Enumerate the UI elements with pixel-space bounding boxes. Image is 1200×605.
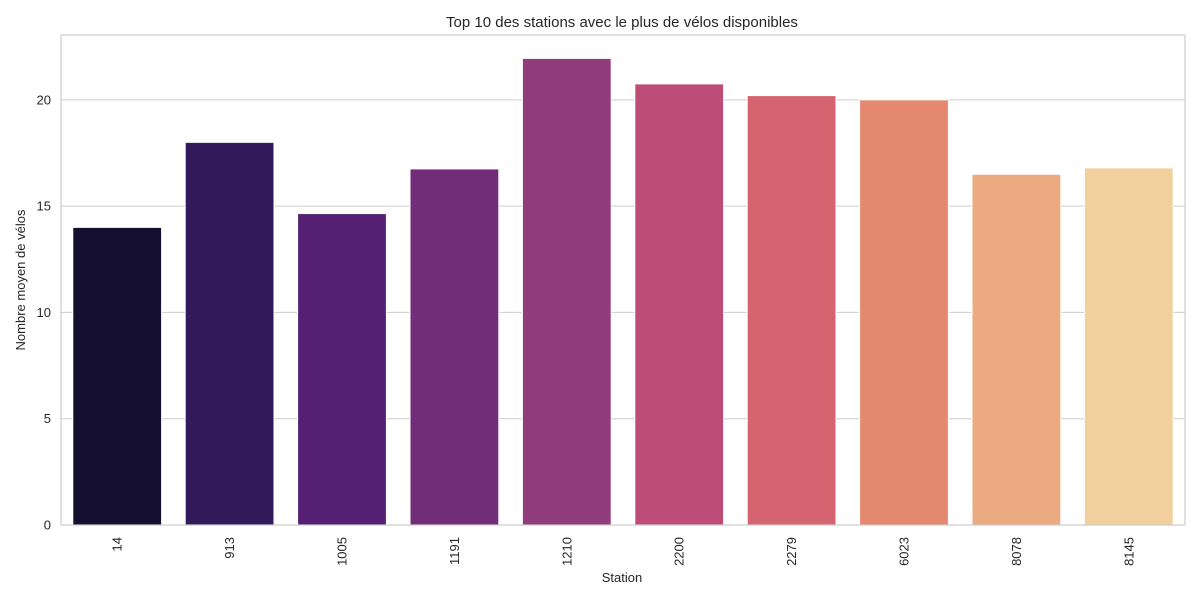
x-tick-label: 913 (222, 537, 237, 559)
x-tick-label: 1210 (559, 537, 574, 566)
x-tick-label: 8145 (1121, 537, 1136, 566)
plot-frame (60, 34, 1186, 526)
y-tick-label: 20 (37, 92, 51, 107)
x-tick-label: 14 (110, 537, 125, 551)
y-axis-label: Nombre moyen de vélos (13, 209, 28, 350)
x-tick-label: 1005 (335, 537, 350, 566)
bar-1191 (409, 168, 500, 526)
y-tick-label: 10 (37, 305, 51, 320)
chart-title: Top 10 des stations avec le plus de vélo… (446, 14, 798, 31)
bars (72, 57, 1174, 526)
bar-2200 (634, 83, 725, 526)
x-tick-label: 8078 (1009, 537, 1024, 566)
x-tick-label: 2279 (784, 537, 799, 566)
x-tick-label: 6023 (897, 537, 912, 566)
bar-1210 (521, 57, 612, 526)
bar-1005 (297, 213, 387, 526)
y-tick-label: 15 (37, 199, 51, 214)
y-tick-label: 5 (44, 411, 51, 426)
x-tick-labels: 14 913 1005 1191 1210 2200 2279 6023 8078 8145 (110, 537, 1137, 566)
bar-8078 (971, 173, 1062, 526)
x-tick-label: 2200 (672, 537, 687, 566)
y-tick-label: 0 (44, 518, 51, 533)
x-tick-label: 1191 (447, 537, 462, 565)
y-tick-labels: 0 5 10 15 20 (37, 92, 51, 532)
bar-6023 (859, 99, 949, 526)
bar-8145 (1083, 167, 1174, 526)
bar-2279 (746, 95, 837, 526)
bar-14 (72, 226, 163, 526)
bar-913 (184, 141, 275, 526)
axes-frame (60, 34, 1186, 526)
x-axis-label: Station (602, 570, 642, 585)
